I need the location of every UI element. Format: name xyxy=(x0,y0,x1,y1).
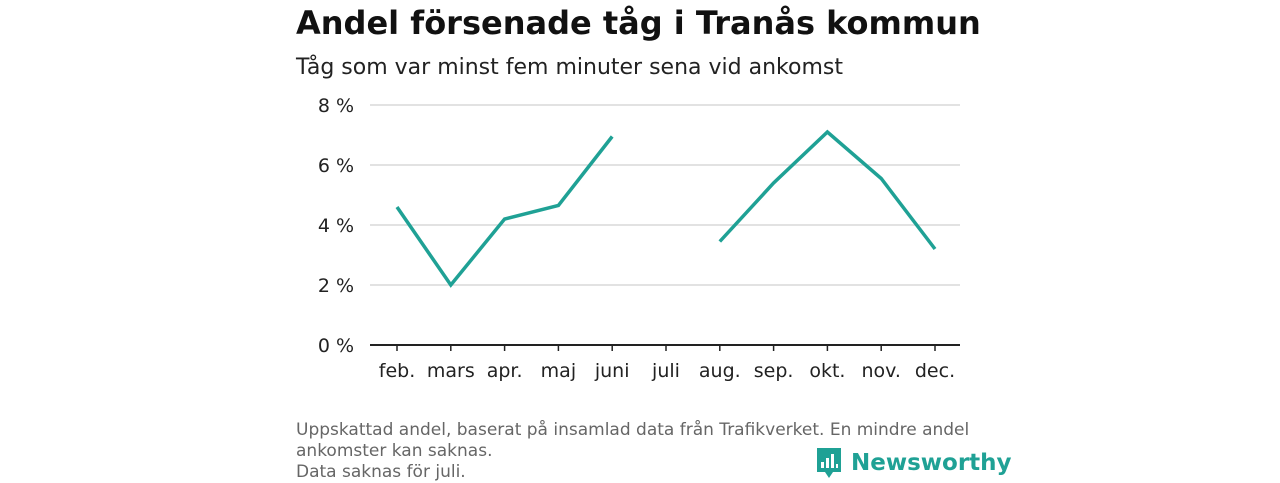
y-tick-label: 8 % xyxy=(318,95,354,117)
series-line xyxy=(395,135,614,288)
x-tick-label: nov. xyxy=(861,360,900,382)
footer-note-line-1: Uppskattad andel, baserat på insamlad da… xyxy=(296,420,970,440)
brand-name: Newsworthy xyxy=(851,450,1012,476)
chart-title: Andel försenade tåg i Tranås kommun xyxy=(296,4,981,42)
x-tick-label: aug. xyxy=(699,360,741,382)
x-tick-label: feb. xyxy=(379,360,415,382)
x-tick-label: sep. xyxy=(754,360,794,382)
y-tick-label: 0 % xyxy=(318,335,354,357)
chart-footer: Uppskattad andel, baserat på insamlad da… xyxy=(296,420,986,483)
newsworthy-icon xyxy=(817,448,841,478)
line-chart: 0 % 2 % 4 % 6 % 8 % feb. mars apr. maj juni juli au… xyxy=(318,95,960,382)
footer-note-line-3: Data saknas för juli. xyxy=(296,462,466,482)
x-tick-label: okt. xyxy=(809,360,845,382)
y-tick-label: 6 % xyxy=(318,155,354,177)
newsworthy-logo[interactable]: Newsworthy xyxy=(815,446,1012,480)
x-tick-label: maj xyxy=(541,360,576,382)
x-tick-label: juli xyxy=(651,360,680,382)
x-tick-label: mars xyxy=(427,360,475,382)
x-tick-label: dec. xyxy=(915,360,955,382)
footer-note-line-2: ankomster kan saknas. xyxy=(296,441,493,461)
y-tick-label: 2 % xyxy=(318,275,354,297)
x-tick-label: apr. xyxy=(487,360,523,382)
chart-subtitle: Tåg som var minst fem minuter sena vid a… xyxy=(296,55,843,80)
series-line xyxy=(718,129,937,251)
x-tick-label: juni xyxy=(594,360,630,382)
y-tick-label: 4 % xyxy=(318,215,354,237)
